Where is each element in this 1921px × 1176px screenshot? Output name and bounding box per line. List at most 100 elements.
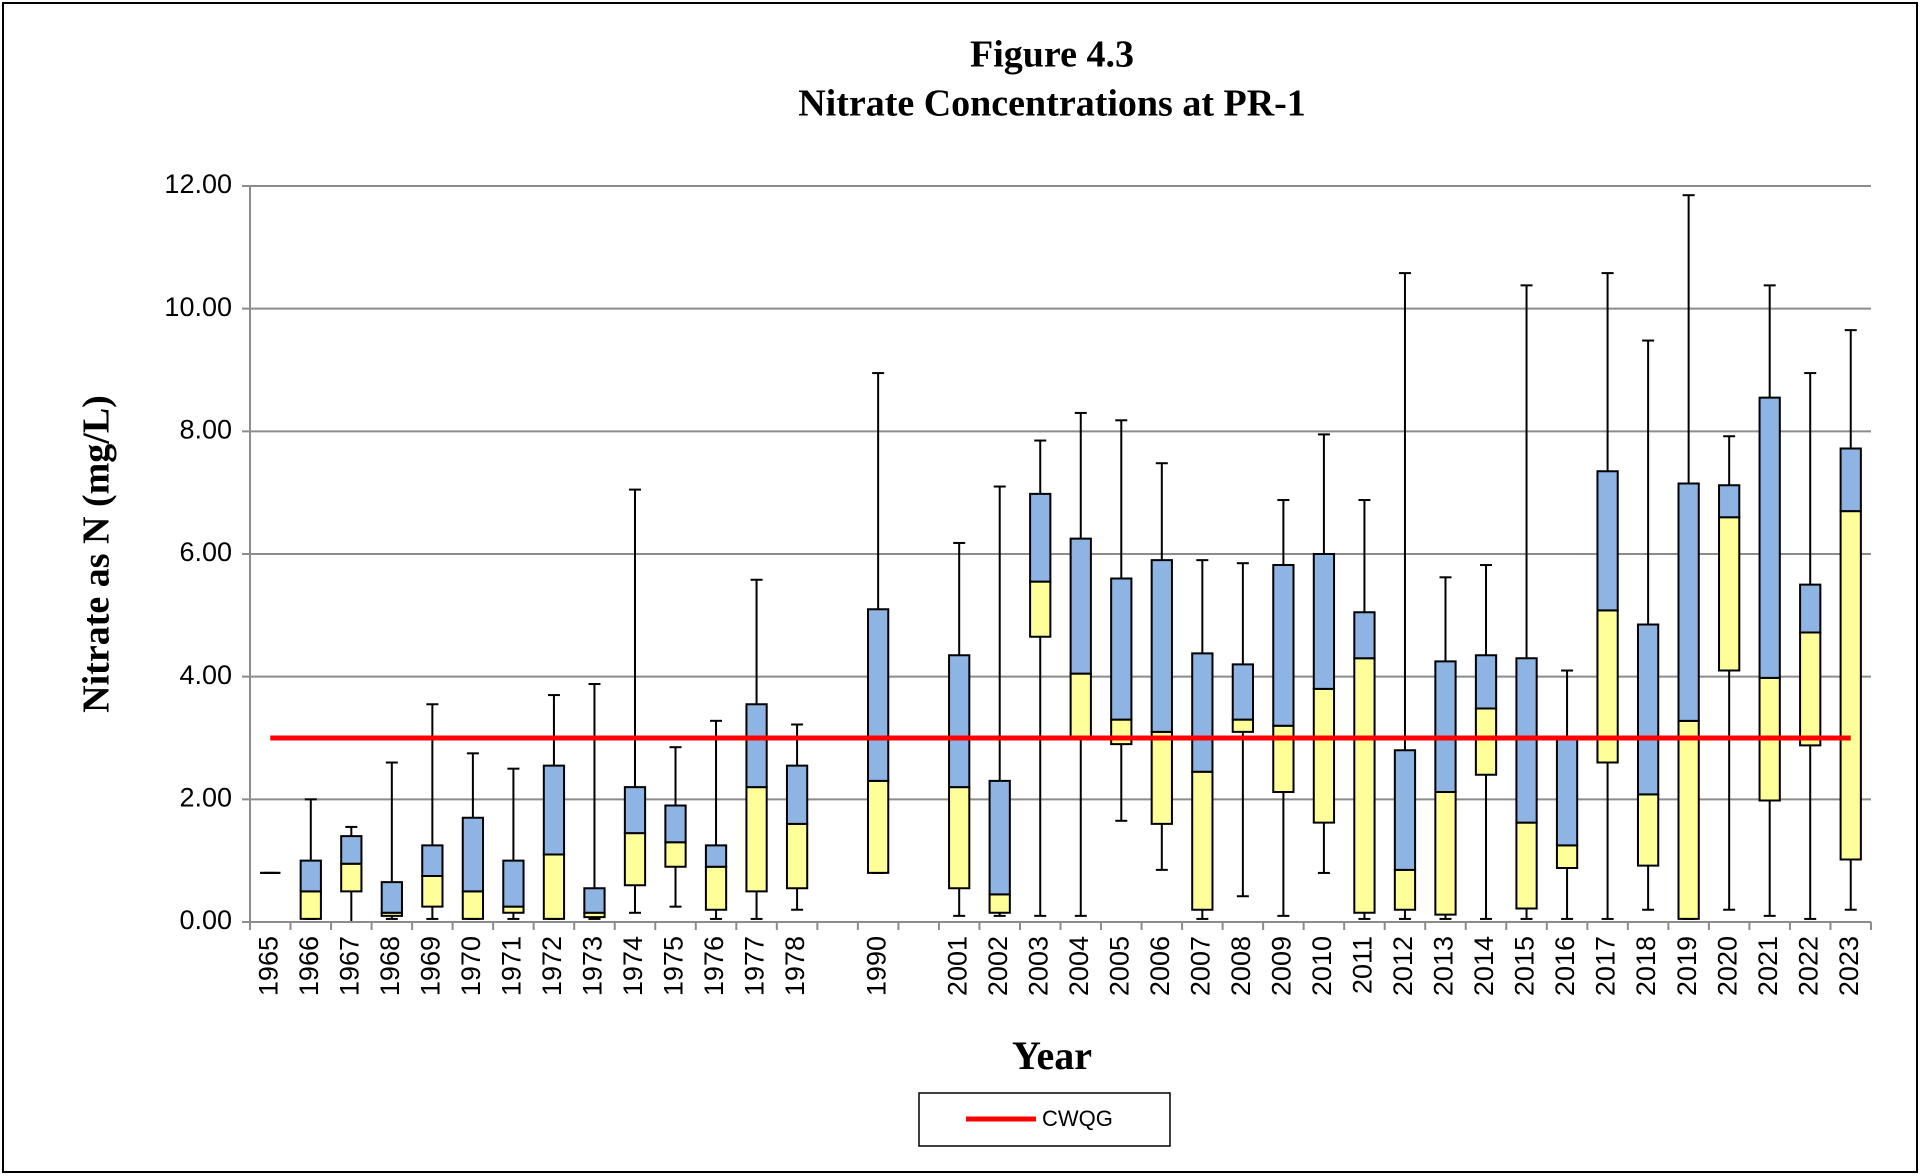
box-lower xyxy=(1718,516,1741,672)
box-lower xyxy=(1029,580,1052,638)
box-upper xyxy=(1839,447,1862,513)
x-tick-label: 1965 xyxy=(253,936,283,996)
x-axis-label: Year xyxy=(1012,1033,1092,1078)
box-upper xyxy=(1758,396,1781,679)
box-upper xyxy=(340,835,363,865)
box-upper xyxy=(1434,660,1457,793)
box-lower xyxy=(1393,868,1417,911)
box-upper xyxy=(1029,492,1052,583)
box-lower xyxy=(1231,718,1254,733)
x-tick-label: 2009 xyxy=(1267,936,1297,996)
y-tick-label: 8.00 xyxy=(179,414,232,444)
box-lower xyxy=(948,786,971,890)
box-upper xyxy=(1677,482,1700,722)
box-lower xyxy=(623,832,647,887)
x-tick-label: 1968 xyxy=(375,936,405,996)
box-lower xyxy=(1677,719,1700,920)
box-lower xyxy=(867,779,890,874)
x-tick-label: 2020 xyxy=(1712,936,1742,996)
box-upper xyxy=(1718,484,1741,519)
x-tick-label: 1971 xyxy=(497,936,527,996)
x-tick-label: 2012 xyxy=(1388,936,1418,996)
box-lower xyxy=(988,893,1011,914)
box-upper xyxy=(1191,652,1214,773)
x-tick-label: 2004 xyxy=(1064,936,1094,996)
box-lower xyxy=(1353,657,1376,914)
box-upper xyxy=(1069,537,1092,675)
x-tick-label: 1969 xyxy=(415,936,445,996)
box-upper xyxy=(704,844,728,868)
box-lower xyxy=(461,890,485,920)
box-lower xyxy=(1312,687,1336,824)
box-lower xyxy=(1555,844,1579,870)
chart-title: Figure 4.3 xyxy=(970,34,1134,76)
box-upper xyxy=(1636,623,1660,796)
box-upper xyxy=(1231,663,1254,721)
x-tick-label: 1976 xyxy=(699,936,729,996)
box-upper xyxy=(1474,654,1498,710)
x-tick-label: 2023 xyxy=(1834,936,1864,996)
box-upper xyxy=(542,764,566,856)
box-upper xyxy=(988,779,1011,896)
x-tick-label: 1977 xyxy=(740,936,770,996)
x-tick-label: 1972 xyxy=(537,936,567,996)
box-upper xyxy=(461,816,485,893)
x-tick-label: 2006 xyxy=(1145,936,1175,996)
x-tick-label: 1978 xyxy=(780,936,810,996)
x-tick-label: 2007 xyxy=(1185,936,1215,996)
box-upper xyxy=(745,703,768,789)
y-tick-label: 2.00 xyxy=(179,782,232,812)
x-tick-label: 2005 xyxy=(1104,936,1134,996)
x-tick-label: 2013 xyxy=(1429,936,1459,996)
box-upper xyxy=(583,887,606,914)
box-lower xyxy=(1799,631,1822,747)
chart-subtitle: Nitrate Concentrations at PR-1 xyxy=(798,83,1306,125)
y-tick-label: 4.00 xyxy=(179,660,232,690)
box-upper xyxy=(502,859,525,908)
box-lower xyxy=(421,875,444,908)
box-lower xyxy=(542,853,566,920)
x-tick-label: 2003 xyxy=(1023,936,1053,996)
box-lower xyxy=(299,890,322,920)
box-upper xyxy=(1555,737,1579,847)
box-upper xyxy=(785,764,809,825)
x-tick-label: 1975 xyxy=(659,936,689,996)
box-lower xyxy=(1069,672,1092,739)
box-lower xyxy=(1434,790,1457,916)
x-tick-label: 2017 xyxy=(1591,936,1621,996)
box-upper xyxy=(664,804,687,844)
box-lower xyxy=(1515,821,1538,910)
x-tick-label: 1990 xyxy=(861,936,891,996)
x-tick-label: 2018 xyxy=(1631,936,1661,996)
y-tick-label: 12.00 xyxy=(164,169,232,199)
x-tick-label: 2011 xyxy=(1348,936,1378,994)
box-lower xyxy=(704,865,728,911)
box-upper xyxy=(623,786,647,835)
box-upper xyxy=(1799,583,1822,634)
y-axis-label: Nitrate as N (mg/L) xyxy=(76,395,118,713)
box-upper xyxy=(1312,553,1336,690)
x-tick-label: 1970 xyxy=(456,936,486,996)
x-tick-label: 2021 xyxy=(1753,936,1783,996)
x-tick-label: 2002 xyxy=(983,936,1013,996)
x-tick-label: 1967 xyxy=(334,936,364,996)
x-tick-label: 2016 xyxy=(1550,936,1580,996)
x-tick-label: 1966 xyxy=(294,936,324,996)
box-upper xyxy=(867,608,890,782)
x-tick-label: 2008 xyxy=(1226,936,1256,996)
box-upper xyxy=(1110,577,1133,721)
box-upper xyxy=(299,859,322,893)
box-upper xyxy=(421,844,444,877)
box-lower xyxy=(340,862,363,893)
box-lower xyxy=(745,786,768,893)
x-tick-label: 2019 xyxy=(1672,936,1702,996)
legend-label: CWQG xyxy=(1042,1106,1113,1131)
box-lower xyxy=(1636,793,1660,867)
box-upper xyxy=(1393,749,1417,871)
y-tick-label: 10.00 xyxy=(164,292,232,322)
x-tick-label: 2015 xyxy=(1510,936,1540,996)
x-tick-label: 2001 xyxy=(942,936,972,996)
y-tick-label: 0.00 xyxy=(179,905,232,935)
box-upper xyxy=(1272,564,1295,727)
